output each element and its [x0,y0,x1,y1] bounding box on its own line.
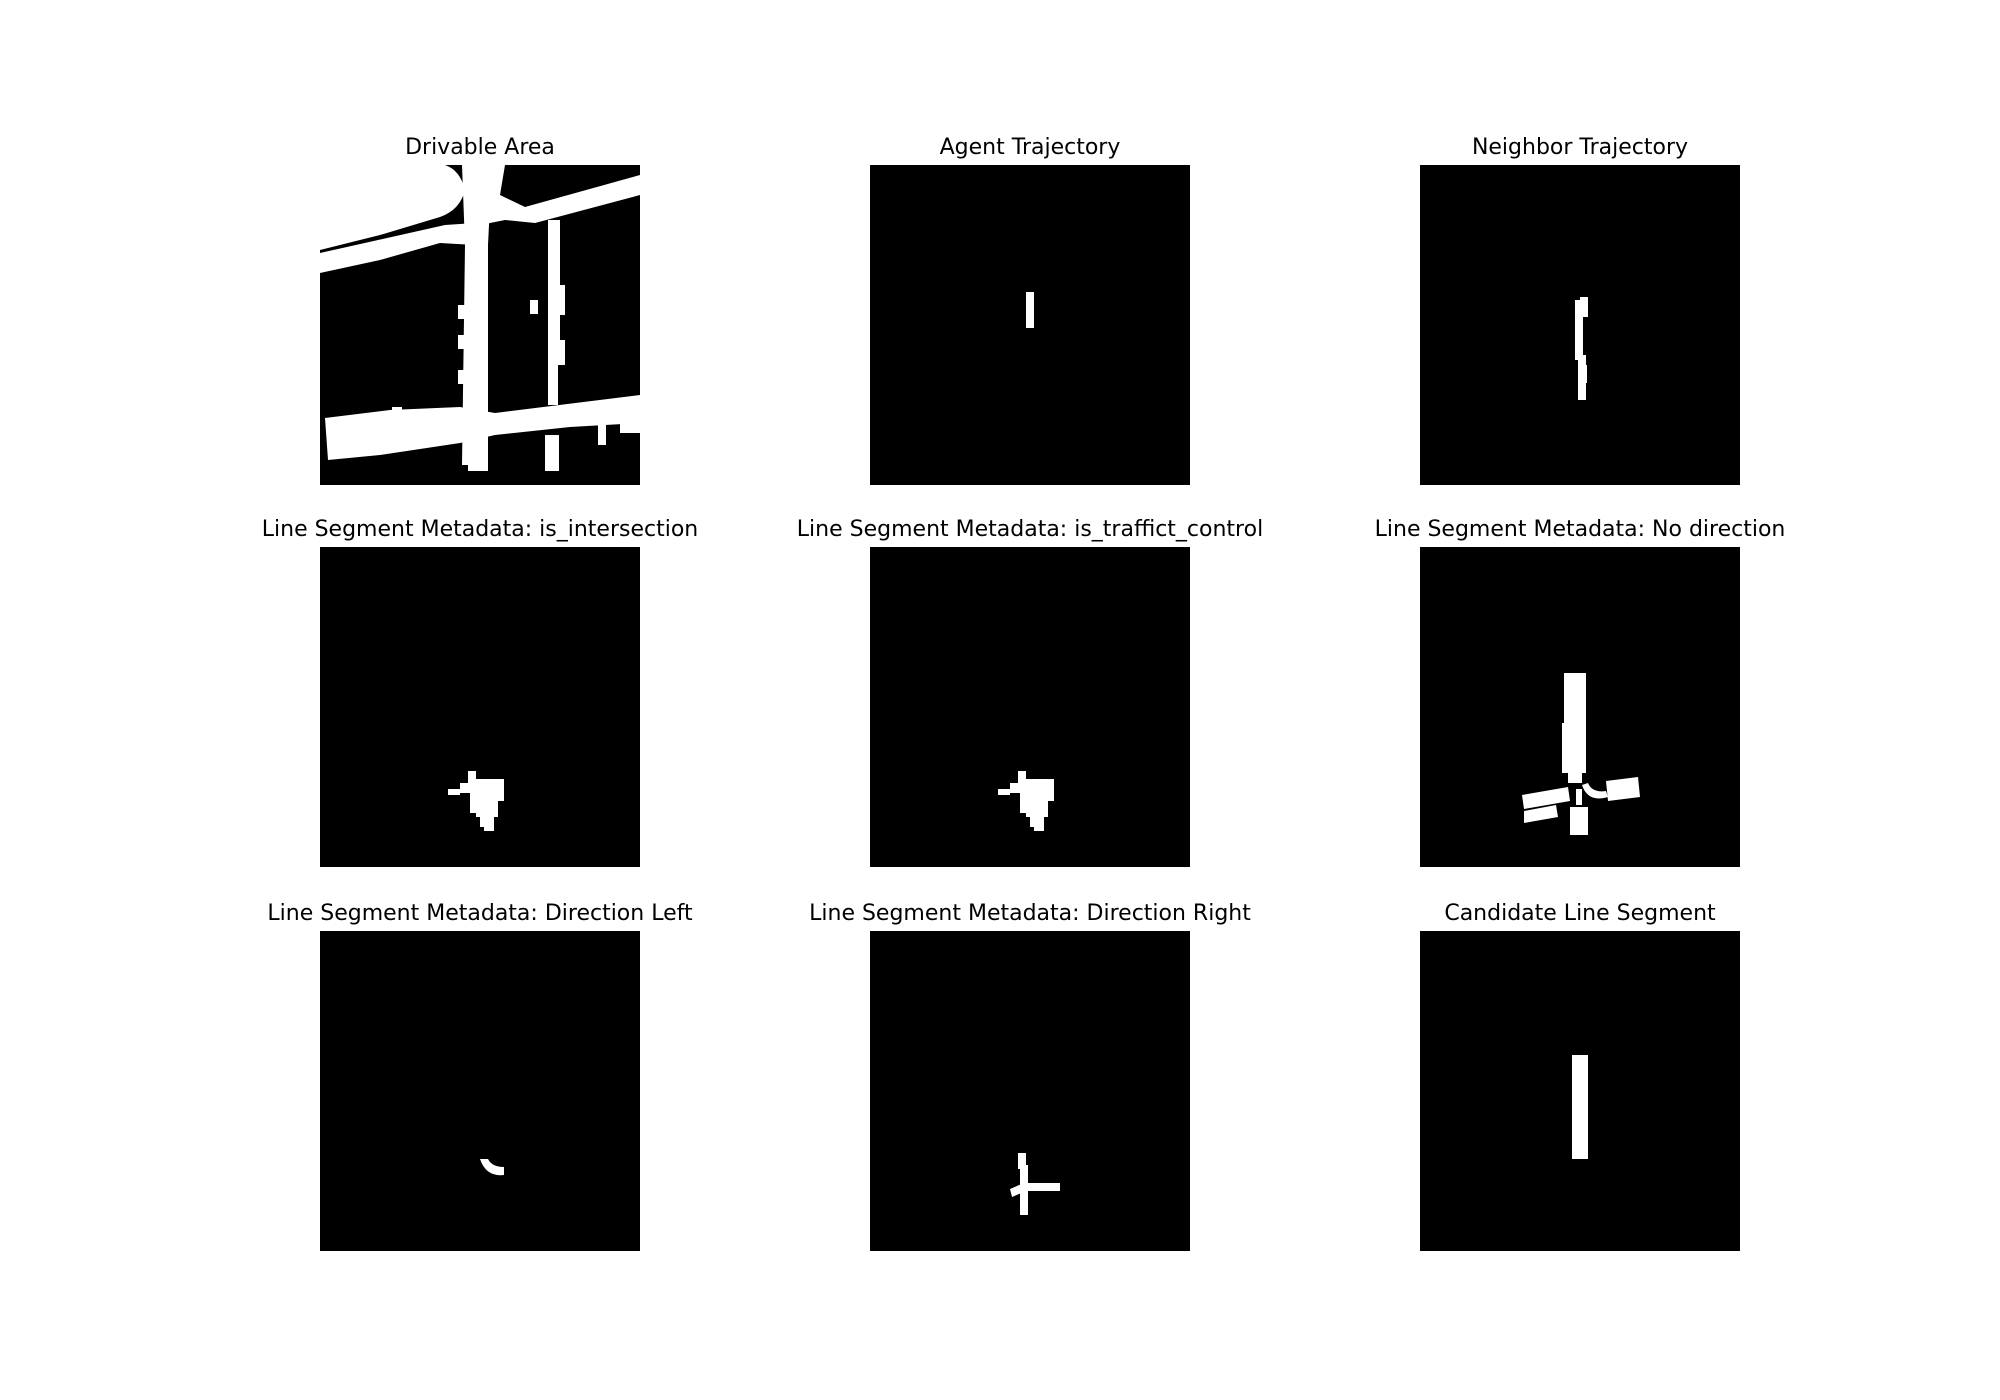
neighbor-trajectory-image [1420,165,1740,485]
drivable-area-mask [320,165,640,485]
panel-title: Candidate Line Segment [1444,901,1716,926]
agent-trajectory-image [870,165,1190,485]
drivable-area-image [320,165,640,485]
candidate-line-segment-image [1420,931,1740,1251]
panel-title: Drivable Area [405,135,555,160]
no-direction-image [1420,547,1740,867]
panel-title: Line Segment Metadata: Direction Right [809,901,1251,926]
direction-right-mask [870,931,1190,1251]
direction-right-image [870,931,1190,1251]
panel-title: Line Segment Metadata: is_intersection [261,517,699,542]
is-traffic-control-mask [870,547,1190,867]
panel-title: Line Segment Metadata: No direction [1374,517,1786,542]
is-intersection-mask [320,547,640,867]
direction-left-mask [320,931,640,1251]
direction-left-image [320,931,640,1251]
panel-title: Neighbor Trajectory [1471,135,1689,160]
no-direction-mask [1420,547,1740,867]
is-traffic-control-image [870,547,1190,867]
neighbor-trajectory-mask [1420,165,1740,485]
panel-title: Line Segment Metadata: is_traffict_contr… [796,517,1264,542]
candidate-line-segment-mask [1420,931,1740,1251]
is-intersection-image [320,547,640,867]
agent-trajectory-mask [870,165,1190,485]
panel-title: Line Segment Metadata: Direction Left [267,901,693,926]
panel-title: Agent Trajectory [939,135,1121,160]
